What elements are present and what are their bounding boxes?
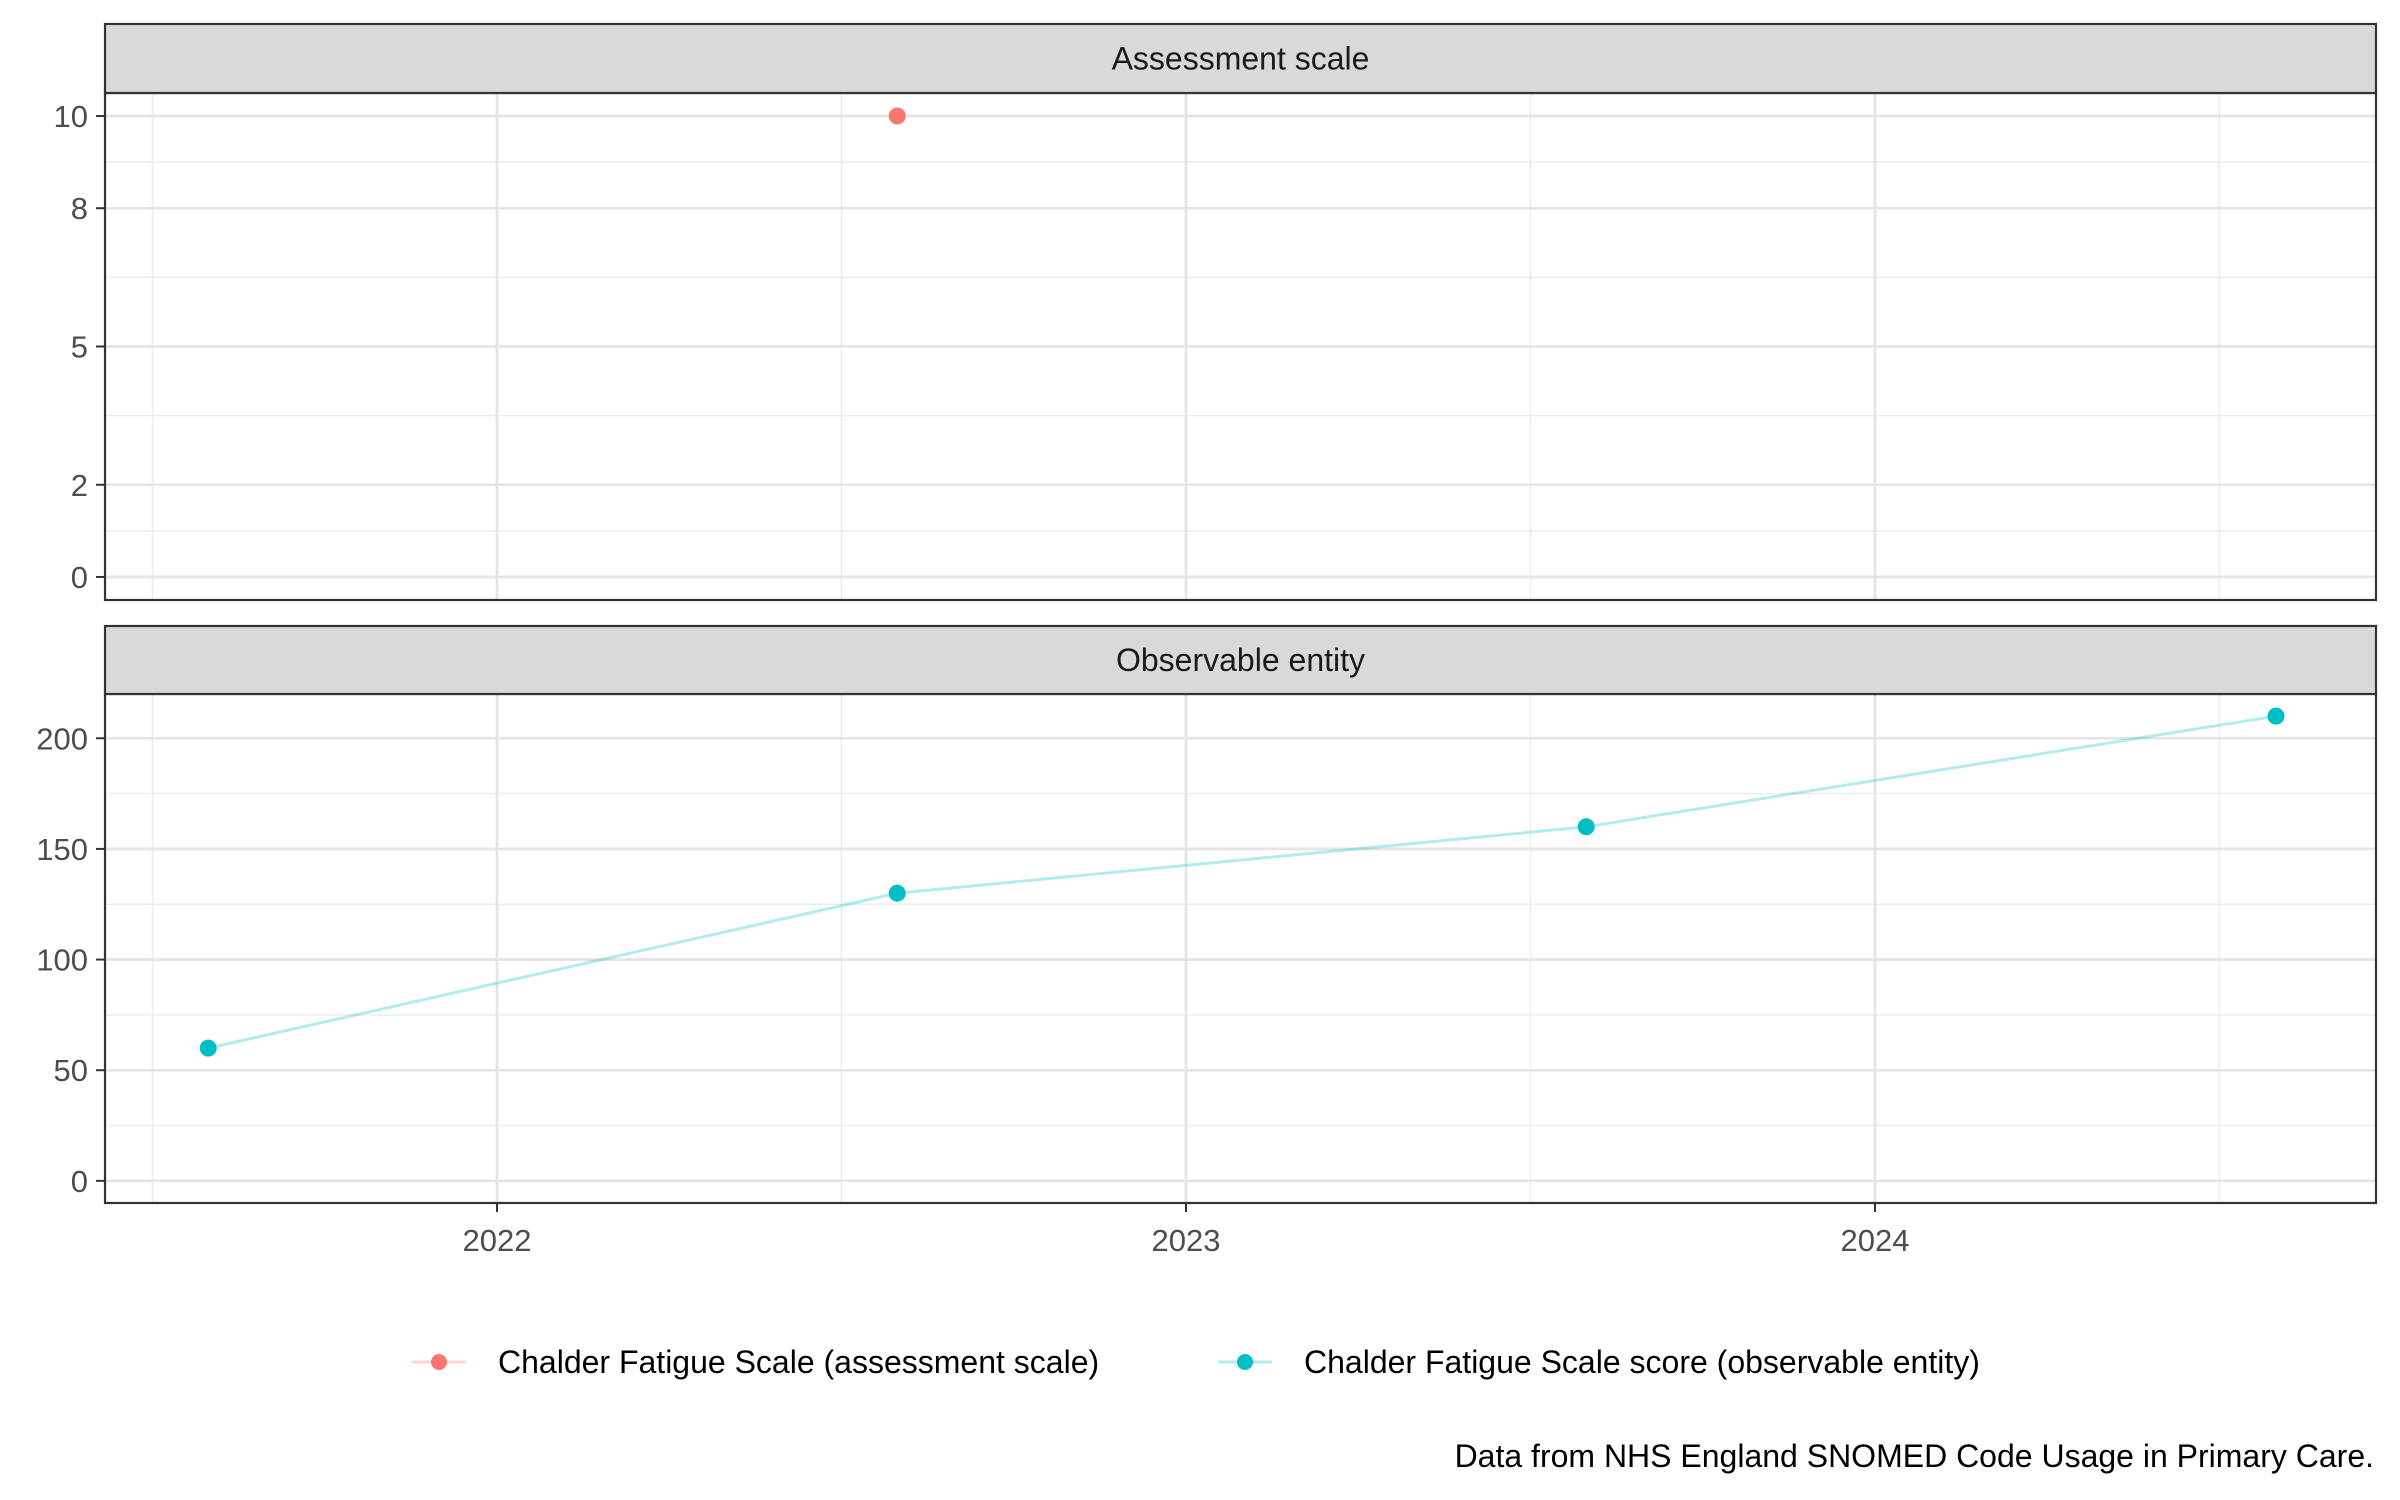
panels-layer: 0 2 5 8 10 Assessment scale 0 50 100 150 200 Observ…: [36, 22, 2378, 1258]
data-point: [2267, 707, 2285, 725]
series-line: [207, 714, 2277, 1050]
x-axis: 2022 2023 2024: [463, 1203, 1910, 1258]
y-tick-label: 0: [71, 1164, 88, 1199]
panel-background: [105, 694, 2376, 1203]
x-tick-label: 2023: [1152, 1223, 1221, 1258]
y-tick-label: 5: [71, 330, 88, 365]
x-tick-label: 2024: [1841, 1223, 1910, 1258]
caption: Data from NHS England SNOMED Code Usage …: [1455, 1438, 2374, 1474]
y-tick-label: 10: [54, 99, 88, 134]
facet-strip-label: Assessment scale: [1112, 41, 1370, 77]
legend-label-assessment: Chalder Fatigue Scale (assessment scale): [498, 1344, 1099, 1380]
legend-key-point-assessment: [431, 1354, 447, 1370]
y-tick-label: 8: [71, 191, 88, 226]
facet-strip-label: Observable entity: [1116, 642, 1365, 678]
facet-strip: [103, 624, 2378, 696]
data-point: [888, 884, 906, 902]
panel-1: 0 2 5 8 10 Assessment scale: [54, 22, 2378, 602]
panel-2: 0 50 100 150 200 Observable entity: [36, 624, 2378, 1205]
data-point: [199, 1039, 217, 1057]
data-point: [1577, 818, 1595, 836]
x-tick-label: 2022: [463, 1223, 532, 1258]
facet-strip: [103, 22, 2378, 95]
legend-label-observable: Chalder Fatigue Scale score (observable …: [1304, 1344, 1980, 1380]
y-tick-label: 200: [36, 721, 88, 756]
data-point: [888, 107, 906, 125]
legend-key-point-observable: [1237, 1354, 1253, 1370]
y-tick-label: 100: [36, 943, 88, 978]
legend: Chalder Fatigue Scale (assessment scale)…: [412, 1344, 1980, 1380]
y-tick-label: 50: [54, 1053, 88, 1088]
y-tick-label: 2: [71, 468, 88, 503]
y-tick-label: 0: [71, 560, 88, 595]
y-tick-label: 150: [36, 832, 88, 867]
